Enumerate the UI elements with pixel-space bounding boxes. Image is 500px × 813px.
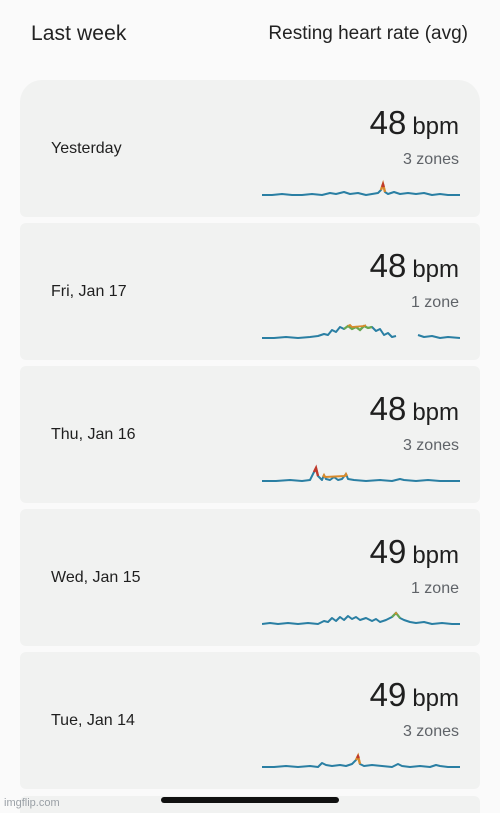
zones-count: 3 zones	[402, 437, 459, 454]
bpm-unit: bpm	[412, 685, 459, 712]
heart-rate-sparkline	[262, 317, 460, 345]
bpm-reading: 49 bpm	[370, 676, 459, 714]
bpm-unit: bpm	[412, 399, 459, 426]
bpm-value: 49	[369, 676, 407, 713]
heart-rate-sparkline	[262, 174, 460, 202]
day-card-jan-17[interactable]: Fri, Jan 17 48 bpm 1 zone	[20, 223, 480, 360]
day-label: Wed, Jan 15	[51, 569, 141, 586]
day-label: Tue, Jan 14	[51, 712, 135, 729]
next-day-card-partial	[20, 796, 480, 813]
bpm-unit: bpm	[412, 113, 459, 140]
bpm-reading: 48 bpm	[370, 104, 459, 142]
bpm-value: 49	[369, 533, 407, 570]
day-label: Yesterday	[51, 140, 122, 157]
zones-count: 1 zone	[410, 294, 459, 311]
day-card-jan-14[interactable]: Tue, Jan 14 49 bpm 3 zones	[20, 652, 480, 789]
heart-rate-sparkline	[262, 746, 460, 774]
bpm-value: 48	[369, 390, 407, 427]
bpm-value: 48	[369, 104, 407, 141]
watermark: imgflip.com	[4, 797, 60, 809]
bpm-reading: 48 bpm	[370, 390, 459, 428]
day-label: Thu, Jan 16	[51, 426, 136, 443]
day-card-jan-16[interactable]: Thu, Jan 16 48 bpm 3 zones	[20, 366, 480, 503]
bpm-unit: bpm	[412, 542, 459, 569]
bpm-reading: 49 bpm	[370, 533, 459, 571]
metric-title: Resting heart rate (avg)	[268, 23, 468, 44]
day-card-yesterday[interactable]: Yesterday 48 bpm 3 zones	[20, 80, 480, 217]
day-card-jan-15[interactable]: Wed, Jan 15 49 bpm 1 zone	[20, 509, 480, 646]
bpm-unit: bpm	[412, 256, 459, 283]
header: Last week Resting heart rate (avg)	[0, 0, 500, 72]
home-indicator[interactable]	[161, 797, 339, 803]
zones-count: 3 zones	[402, 151, 459, 168]
heart-rate-sparkline	[262, 603, 460, 631]
zones-count: 3 zones	[402, 723, 459, 740]
bpm-value: 48	[369, 247, 407, 284]
period-title: Last week	[31, 22, 127, 45]
zones-count: 1 zone	[410, 580, 459, 597]
heart-rate-sparkline	[262, 460, 460, 488]
day-label: Fri, Jan 17	[51, 283, 127, 300]
bpm-reading: 48 bpm	[370, 247, 459, 285]
